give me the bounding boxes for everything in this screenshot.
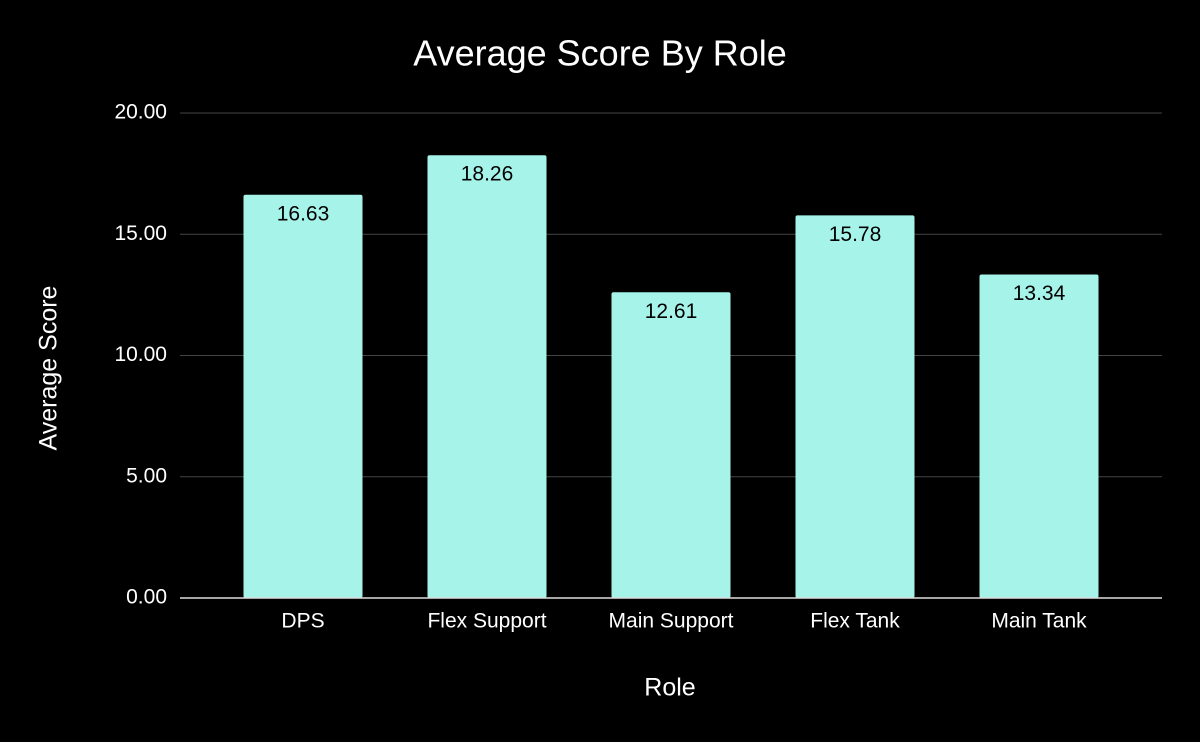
bar <box>795 215 915 598</box>
value-label: 13.34 <box>1013 282 1066 305</box>
bar <box>611 292 731 598</box>
x-tick-label: DPS <box>281 610 324 633</box>
x-tick-label: Main Support <box>609 610 734 633</box>
y-tick-label: 15.00 <box>114 222 167 245</box>
value-label: 16.63 <box>277 202 330 225</box>
y-tick-label: 20.00 <box>114 101 167 124</box>
value-label: 15.78 <box>829 223 882 246</box>
y-tick-label: 10.00 <box>114 343 167 366</box>
bar <box>243 194 363 598</box>
y-tick-label: 0.00 <box>126 586 167 609</box>
value-label: 12.61 <box>645 300 698 323</box>
bar <box>979 274 1099 598</box>
chart-title: Average Score By Role <box>413 33 787 74</box>
x-tick-label: Flex Tank <box>810 610 900 633</box>
y-tick-label: 5.00 <box>126 464 167 487</box>
bar <box>427 155 547 598</box>
x-tick-label: Flex Support <box>427 610 546 633</box>
value-label: 18.26 <box>461 163 514 186</box>
x-axis-title: Role <box>644 674 695 702</box>
y-axis-title: Average Score <box>35 286 63 451</box>
x-tick-label: Main Tank <box>991 610 1087 633</box>
